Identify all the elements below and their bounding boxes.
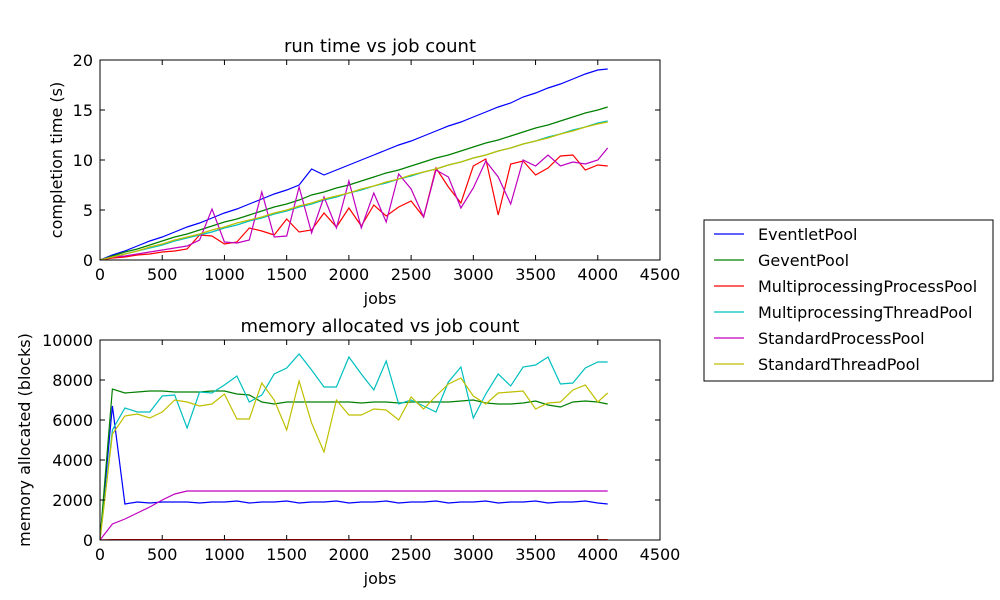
series-line-GeventPool — [100, 106, 608, 260]
legend-label: MultiprocessingThreadPool — [758, 303, 972, 322]
x-tick-label: 2500 — [391, 265, 432, 284]
x-tick-label: 1000 — [204, 265, 245, 284]
series-line-StandardThreadPool — [100, 377, 609, 540]
legend-item: MultiprocessingThreadPool — [714, 303, 972, 322]
series-line-MultiprocessingProcessPool — [100, 154, 608, 260]
x-tick-label: 1500 — [266, 265, 307, 284]
legend-item: EventletPool — [714, 225, 858, 244]
x-tick-label: 2000 — [329, 545, 370, 564]
x-tick-label: 4000 — [577, 545, 618, 564]
y-tick-label: 15 — [73, 101, 93, 120]
legend-label: StandardProcessPool — [758, 329, 925, 348]
x-tick-label: 500 — [147, 545, 178, 564]
legend-item: StandardProcessPool — [714, 329, 925, 348]
series-line-EventletPool — [100, 68, 608, 260]
y-tick-label: 4000 — [52, 451, 93, 470]
y-tick-label: 10000 — [42, 331, 93, 350]
y-tick-label: 10 — [73, 151, 93, 170]
legend: EventletPool GeventPool MultiprocessingPro… — [703, 219, 994, 382]
y-tick-label: 0 — [83, 531, 93, 550]
plot-area: 0 500 1000 1500 2000 2500 3000 3500 4000 4500 0 5 10… — [73, 51, 681, 284]
x-axis-label: jobs — [363, 289, 397, 308]
legend-item: GeventPool — [714, 251, 849, 270]
legend-item: StandardThreadPool — [714, 355, 920, 374]
series-line-StandardProcessPool — [100, 490, 608, 540]
x-tick-label: 3000 — [453, 265, 494, 284]
x-tick-label: 3500 — [515, 545, 556, 564]
x-tick-label: 2000 — [329, 265, 370, 284]
chart-run-time: run time vs job count 0 500 1000 1500 2000 25… — [47, 36, 680, 308]
x-tick-label: 500 — [147, 265, 178, 284]
chart-memory: memory allocated vs job count 0 500 1000 15… — [15, 316, 680, 588]
y-tick-label: 6000 — [52, 411, 93, 430]
legend-item: MultiprocessingProcessPool — [714, 277, 977, 296]
legend-label: GeventPool — [758, 251, 849, 270]
y-tick-label: 5 — [83, 201, 93, 220]
x-tick-label: 1500 — [266, 545, 307, 564]
y-axis-label: completion time (s) — [47, 82, 66, 238]
axes-frame — [99, 339, 661, 541]
legend-box — [703, 219, 994, 382]
legend-label: StandardThreadPool — [758, 355, 920, 374]
y-axis-label: memory allocated (blocks) — [15, 333, 34, 547]
series-line-MultiprocessingThreadPool — [100, 353, 608, 540]
chart-title: memory allocated vs job count — [241, 316, 520, 337]
series-line-GeventPool — [100, 388, 608, 540]
legend-label: EventletPool — [758, 225, 858, 244]
x-tick-label: 3000 — [453, 545, 494, 564]
x-tick-label: 3500 — [515, 265, 556, 284]
x-tick-label: 1000 — [204, 545, 245, 564]
y-tick-label: 8000 — [52, 371, 93, 390]
x-tick-label: 2500 — [391, 545, 432, 564]
series-group — [100, 68, 609, 260]
y-tick-label: 20 — [73, 51, 93, 70]
y-tick-label: 2000 — [52, 491, 93, 510]
x-axis-label: jobs — [363, 569, 397, 588]
x-tick-label: 0 — [95, 265, 105, 284]
x-tick-label: 4500 — [640, 265, 681, 284]
plot-area: 0 500 1000 1500 2000 2500 3000 3500 4000 4500 0 200… — [42, 331, 680, 564]
x-tick-label: 4000 — [577, 265, 618, 284]
y-tick-label: 0 — [83, 251, 93, 270]
legend-label: MultiprocessingProcessPool — [758, 277, 977, 296]
series-line-StandardThreadPool — [100, 121, 608, 260]
x-tick-label: 0 — [95, 545, 105, 564]
chart-title: run time vs job count — [284, 36, 476, 57]
x-tick-label: 4500 — [640, 545, 681, 564]
series-line-EventletPool — [100, 405, 608, 540]
series-line-StandardProcessPool — [100, 147, 609, 260]
